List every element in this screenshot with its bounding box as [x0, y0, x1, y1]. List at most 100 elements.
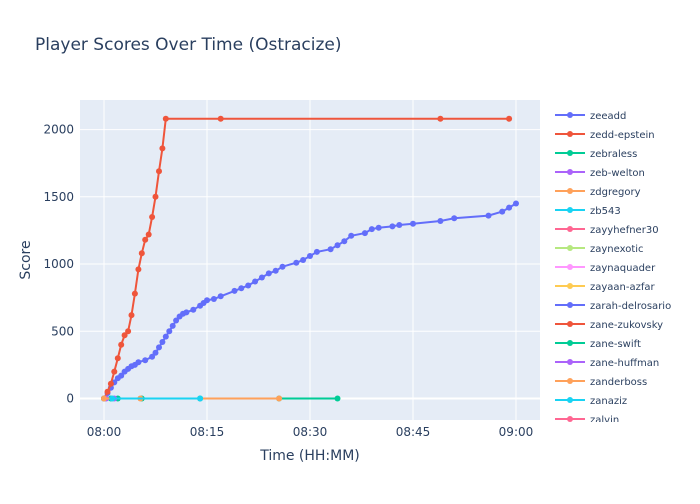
- data-point: [231, 287, 238, 294]
- data-point: [114, 355, 121, 362]
- data-point: [109, 395, 116, 402]
- data-point: [238, 285, 245, 292]
- legend-item: zane-swift: [555, 339, 641, 350]
- data-point: [169, 322, 176, 329]
- data-point: [506, 204, 513, 211]
- x-tick-label: 08:30: [293, 425, 328, 439]
- data-point: [166, 328, 173, 335]
- legend-item: zane-huffman: [555, 358, 659, 369]
- legend-marker: [567, 378, 573, 384]
- legend-item: zalvin: [555, 415, 619, 426]
- x-tick-label: 08:15: [190, 425, 225, 439]
- data-point: [437, 218, 444, 224]
- legend-label: zaynexotic: [590, 244, 644, 255]
- data-point: [396, 222, 403, 228]
- data-point: [152, 193, 159, 200]
- legend-marker: [567, 397, 573, 403]
- data-point: [252, 278, 259, 285]
- legend-label: zb543: [590, 206, 621, 217]
- legend-marker: [567, 150, 573, 156]
- legend-marker: [567, 321, 573, 327]
- y-tick-label: 1500: [43, 190, 74, 204]
- legend-item: zayyhefner30: [555, 225, 659, 236]
- plot-area: 0 500 1000 1500 2000 08:00 08:15 08:30 08:45 09:0…: [43, 100, 540, 439]
- data-point: [197, 395, 204, 402]
- data-point: [104, 388, 111, 395]
- legend-marker: [567, 245, 573, 251]
- data-point: [361, 230, 368, 237]
- legend-marker: [567, 416, 573, 422]
- legend-marker: [567, 188, 573, 194]
- legend-marker: [567, 112, 573, 118]
- data-point: [279, 263, 286, 270]
- data-point: [125, 328, 132, 335]
- legend-label: zanderboss: [590, 377, 647, 388]
- legend-marker: [567, 302, 573, 308]
- legend-marker: [567, 283, 573, 289]
- data-point: [451, 215, 458, 222]
- chart-title: Player Scores Over Time (Ostracize): [35, 35, 342, 55]
- data-point: [485, 212, 492, 219]
- x-tick-label: 08:00: [87, 425, 122, 439]
- data-point: [107, 380, 114, 387]
- data-point: [276, 395, 283, 402]
- data-point: [217, 293, 224, 300]
- legend-item: zanaziz: [555, 396, 627, 407]
- data-point: [375, 224, 382, 231]
- legend-item: zeeadd: [555, 111, 626, 122]
- data-point: [293, 259, 300, 266]
- legend-label: zane-swift: [590, 339, 641, 350]
- y-tick-label: 1000: [43, 257, 74, 271]
- data-point: [118, 341, 125, 348]
- data-point: [334, 395, 341, 402]
- data-point: [118, 372, 125, 379]
- legend-label: zarah-delrosario: [590, 301, 671, 312]
- data-point: [499, 208, 506, 215]
- series-zb543: [109, 395, 204, 402]
- legend-item: zanderboss: [555, 377, 647, 388]
- data-point: [217, 115, 224, 122]
- data-point: [513, 200, 519, 207]
- data-point: [327, 246, 334, 253]
- data-point: [128, 312, 135, 319]
- legend-label: zane-zukovsky: [590, 320, 663, 331]
- x-tick-label: 08:45: [396, 425, 431, 439]
- data-point: [210, 296, 217, 302]
- y-axis-label: Score: [18, 240, 34, 279]
- data-point: [437, 115, 444, 122]
- data-point: [131, 290, 138, 297]
- legend-item: zb543: [555, 206, 621, 217]
- data-point: [265, 270, 272, 277]
- legend-label: zayaan-azfar: [590, 282, 656, 293]
- series-zane-zukovsky: [101, 115, 513, 402]
- legend-marker: [567, 131, 573, 137]
- data-point: [190, 306, 197, 313]
- data-point: [307, 253, 313, 259]
- legend-item: zayaan-azfar: [555, 282, 656, 293]
- x-tick-label: 09:00: [499, 425, 534, 439]
- data-point: [159, 145, 166, 152]
- data-point: [101, 395, 107, 402]
- series-zarah-delrosario: [101, 200, 519, 402]
- legend-item: zdgregory: [555, 187, 641, 198]
- data-point: [348, 232, 355, 239]
- data-point: [121, 332, 128, 339]
- y-tick-label: 500: [51, 324, 74, 338]
- legend-marker: [567, 359, 573, 365]
- legend-label: zalvin: [590, 415, 619, 426]
- data-point: [156, 344, 162, 351]
- legend-item: zane-zukovsky: [555, 320, 663, 331]
- data-point: [152, 349, 159, 356]
- data-point: [272, 267, 279, 274]
- legend-item: zedd-epstein: [555, 130, 655, 141]
- data-point: [204, 297, 210, 304]
- legend-label: zaynaquader: [590, 263, 656, 274]
- data-point: [156, 168, 162, 175]
- data-point: [135, 359, 142, 366]
- data-point: [183, 309, 190, 316]
- data-point: [149, 214, 156, 220]
- legend-label: zayyhefner30: [590, 225, 659, 236]
- legend-marker: [567, 226, 573, 232]
